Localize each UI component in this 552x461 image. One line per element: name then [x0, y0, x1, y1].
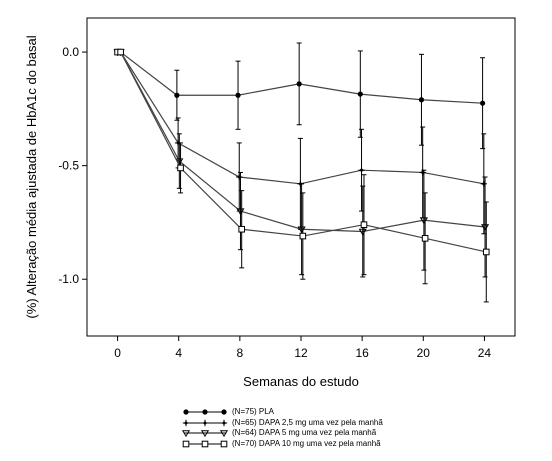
y-tick-label: -0.5: [58, 159, 79, 173]
legend-swatch-triangle: [181, 430, 229, 438]
legend-label: (N=70) DAPA 10 mg uma vez pela manhã: [232, 438, 381, 448]
legend-label: (N=65) DAPA 2,5 mg uma vez pela manhã: [232, 417, 383, 427]
x-tick-label: 12: [294, 346, 308, 360]
data-point: [117, 48, 124, 56]
x-axis-title: Semanas do estudo: [243, 374, 359, 389]
legend-marker: [220, 419, 228, 426]
series-line: [117, 51, 484, 185]
data-point: [238, 225, 245, 233]
legend-marker: [221, 409, 227, 415]
legend-marker: [183, 409, 189, 415]
legend-swatch-plus: [182, 419, 228, 426]
legend-swatch-circle: [183, 409, 227, 415]
series-2: [114, 48, 488, 235]
x-tick-label: 0: [114, 346, 121, 360]
y-tick-label: 0.0: [62, 45, 79, 59]
data-point: [296, 81, 302, 87]
data-point: [174, 92, 180, 98]
legend-item-dapa-10: (N=70) DAPA 10 mg uma vez pela manhã: [180, 439, 383, 450]
x-tick-label: 16: [355, 346, 369, 360]
data-point: [235, 92, 241, 98]
chart-svg: 0.0 -0.5 -1.0 0 4 8 12 16 20 24 Semanas do estud…: [24, 17, 516, 389]
series-layer: [113, 42, 490, 303]
plot-frame: [86, 17, 516, 337]
legend-item-dapa-2-5: (N=65) DAPA 2,5 mg uma vez pela manhã: [180, 418, 383, 429]
data-point: [360, 221, 368, 228]
series-1: [114, 42, 486, 150]
legend-marker: [200, 430, 210, 438]
legend: (N=75) PLA (N=65) DAPA 2,5 mg uma vez pe…: [180, 407, 383, 449]
data-point: [480, 180, 488, 188]
legend-marker: [201, 419, 209, 426]
x-tick-label: 24: [478, 346, 492, 360]
data-point: [482, 248, 490, 256]
legend-label: (N=64) DAPA 5 mg uma vez pela manhã: [232, 428, 377, 437]
x-tick-label: 20: [417, 346, 431, 360]
legend-item-dapa-5: (N=64) DAPA 5 mg uma vez pela manhã: [180, 428, 383, 439]
x-axis-ticks: 0 4 8 12 16 20 24: [114, 336, 491, 360]
y-axis-ticks: 0.0 -0.5 -1.0: [58, 45, 87, 286]
legend-item-pla: (N=75) PLA: [180, 407, 383, 418]
data-point: [357, 91, 363, 97]
legend-label: (N=75) PLA: [232, 407, 275, 416]
legend-marker: [202, 409, 208, 415]
legend-marker: [219, 430, 229, 438]
x-tick-label: 4: [175, 346, 182, 360]
data-point: [358, 166, 365, 174]
legend-marker: [182, 440, 190, 448]
legend-marker: [220, 440, 228, 448]
series-line: [117, 51, 483, 104]
data-point: [418, 97, 425, 103]
series-line: [117, 51, 487, 253]
data-point: [479, 100, 486, 106]
series-4: [114, 48, 490, 303]
data-point: [299, 232, 307, 240]
y-tick-label: -1.0: [58, 272, 79, 286]
legend-marker: [181, 430, 191, 438]
data-point: [421, 235, 429, 242]
y-axis-title: (%) Alteração média ajustada de HbA1c do…: [24, 35, 39, 318]
x-tick-label: 8: [237, 346, 244, 360]
data-point: [236, 173, 243, 181]
data-point: [177, 164, 184, 172]
legend-swatch-square: [182, 440, 228, 448]
legend-marker: [201, 440, 209, 448]
legend-marker: [182, 419, 190, 426]
